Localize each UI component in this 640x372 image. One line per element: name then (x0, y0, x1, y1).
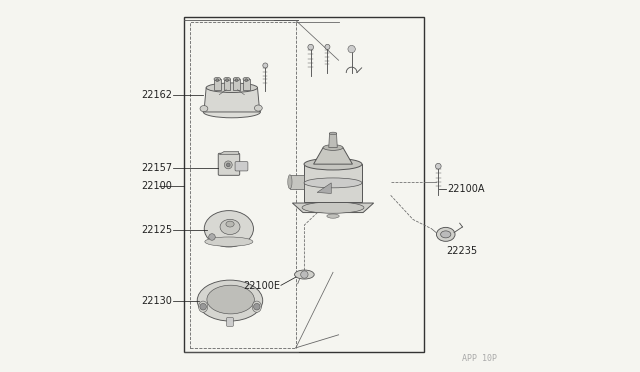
Polygon shape (204, 88, 260, 112)
Ellipse shape (233, 77, 240, 81)
Circle shape (200, 304, 207, 310)
Polygon shape (329, 134, 337, 148)
Ellipse shape (197, 280, 262, 321)
Circle shape (301, 271, 308, 278)
Circle shape (435, 163, 441, 169)
Ellipse shape (294, 270, 314, 279)
Ellipse shape (304, 178, 362, 188)
Ellipse shape (327, 214, 339, 218)
Ellipse shape (204, 211, 253, 247)
Ellipse shape (198, 301, 208, 312)
Circle shape (235, 79, 238, 81)
Text: 22100: 22100 (141, 181, 172, 191)
Text: 22130: 22130 (141, 296, 172, 305)
Polygon shape (304, 164, 362, 202)
Bar (243, 79, 250, 90)
FancyBboxPatch shape (227, 318, 234, 326)
Text: 22162: 22162 (141, 90, 172, 100)
Circle shape (227, 163, 230, 167)
Ellipse shape (288, 175, 292, 189)
Circle shape (216, 79, 219, 81)
Text: 22157: 22157 (141, 163, 172, 173)
Ellipse shape (304, 158, 362, 170)
Ellipse shape (214, 77, 221, 81)
Text: 22125: 22125 (141, 225, 172, 234)
Ellipse shape (330, 132, 337, 135)
Bar (190, 22, 296, 348)
Polygon shape (314, 148, 353, 164)
Bar (184, 17, 424, 352)
Circle shape (325, 44, 330, 49)
Text: 22235: 22235 (447, 246, 477, 256)
Polygon shape (220, 151, 239, 154)
Circle shape (348, 45, 355, 53)
Circle shape (253, 304, 260, 310)
Circle shape (224, 161, 232, 169)
Ellipse shape (206, 83, 257, 93)
Ellipse shape (200, 106, 208, 112)
Ellipse shape (436, 227, 455, 241)
Ellipse shape (440, 231, 451, 238)
Circle shape (209, 234, 215, 240)
Ellipse shape (252, 301, 261, 312)
Ellipse shape (243, 77, 250, 81)
Polygon shape (317, 183, 332, 193)
Ellipse shape (205, 237, 253, 246)
Text: 22100A: 22100A (447, 184, 484, 193)
Ellipse shape (207, 285, 254, 314)
Text: 22100E: 22100E (243, 282, 280, 291)
Bar (224, 79, 230, 90)
Ellipse shape (255, 105, 262, 111)
Circle shape (245, 79, 248, 81)
Circle shape (263, 63, 268, 68)
Text: APP 10P: APP 10P (461, 354, 497, 363)
Polygon shape (292, 203, 374, 212)
Ellipse shape (220, 219, 240, 234)
Ellipse shape (224, 77, 230, 81)
FancyBboxPatch shape (218, 153, 240, 175)
Bar (214, 79, 221, 90)
Ellipse shape (302, 202, 364, 213)
Bar (233, 79, 240, 90)
Circle shape (226, 79, 228, 81)
FancyBboxPatch shape (235, 161, 248, 171)
Ellipse shape (226, 221, 234, 227)
Polygon shape (290, 175, 304, 189)
Ellipse shape (323, 145, 343, 150)
Circle shape (308, 44, 314, 50)
Ellipse shape (204, 106, 260, 118)
